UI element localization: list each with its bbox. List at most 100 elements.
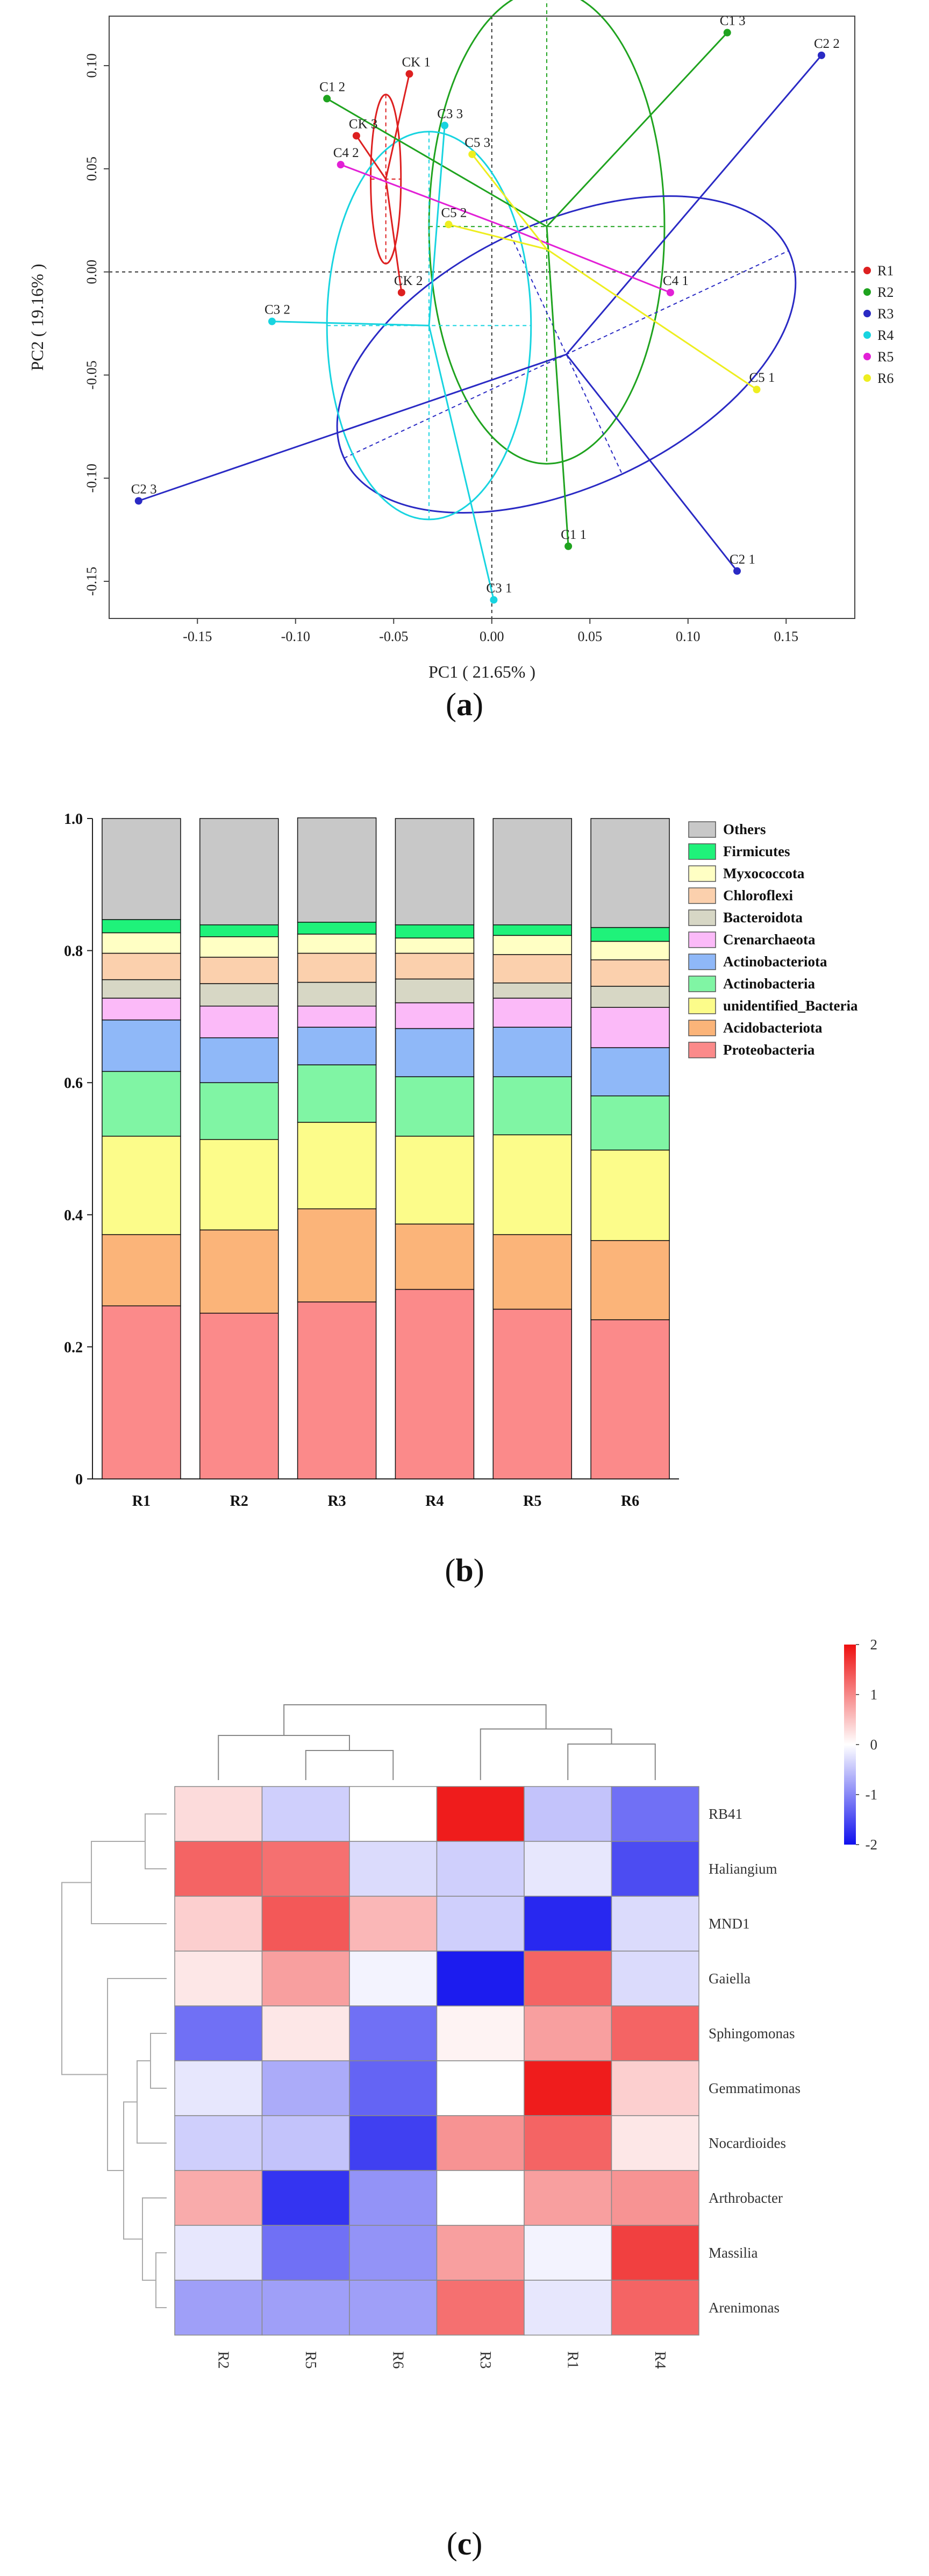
bar-segment: [395, 924, 475, 939]
sample-label: CK 1: [402, 55, 430, 69]
dendro-branch: [305, 1750, 394, 1780]
plot-frame: [109, 16, 855, 619]
row-label: Arthrobacter: [709, 2190, 783, 2206]
bar-segment: [590, 1149, 670, 1241]
legend-label: Chloroflexi: [723, 887, 793, 903]
x-tick-label: R6: [621, 1493, 639, 1510]
sample-label: CK 2: [394, 274, 423, 288]
heatmap-cell: [174, 2115, 263, 2171]
heatmap-cell: [261, 2170, 350, 2226]
heatmap-cell: [261, 1841, 350, 1897]
legend-label: Actinobacteria: [723, 976, 815, 992]
bar-segment: [102, 952, 181, 980]
heatmap-cell: [174, 2005, 263, 2061]
bar-segment: [297, 922, 377, 935]
spoke-line: [271, 321, 429, 326]
column-label: R1: [564, 2351, 581, 2369]
colorbar-tick-label: -1: [866, 1787, 878, 1803]
sample-point: [666, 288, 674, 296]
x-tick-label: 0.05: [578, 629, 603, 644]
dendro-branch: [218, 1735, 350, 1780]
sample-point: [337, 161, 345, 169]
bar-segment: [590, 1047, 670, 1097]
column-label: R4: [652, 2351, 668, 2369]
heatmap-cell: [261, 2005, 350, 2061]
bar-segment: [199, 924, 279, 937]
heatmap-cell: [174, 1951, 263, 2006]
heatmap-cell: [436, 1896, 525, 1952]
legend-swatch: [688, 865, 716, 882]
bar-segment: [395, 1028, 475, 1077]
sample-label: C2 1: [730, 552, 755, 567]
bar-segment: [492, 1234, 572, 1310]
heatmap-cell: [436, 2170, 525, 2226]
bar-segment: [492, 1027, 572, 1077]
heatmap-cell: [174, 1896, 263, 1952]
dendro-branch: [150, 2033, 167, 2089]
y-tick-label: 0.10: [84, 53, 99, 78]
heatmap-cell: [611, 2225, 699, 2281]
sample-label: CK 3: [349, 117, 377, 131]
y-tick-label: 0.6: [64, 1075, 83, 1092]
heatmap-cell: [349, 2225, 438, 2281]
row-label: Massilia: [709, 2245, 758, 2261]
bar-segment: [492, 924, 572, 936]
legend-label: R2: [877, 284, 894, 300]
bar-segment: [102, 1135, 181, 1235]
bar-segment: [395, 1135, 475, 1225]
spoke-line: [428, 325, 495, 600]
bar-segment: [102, 919, 181, 934]
heatmap-cell: [261, 2225, 350, 2281]
spoke-line: [546, 248, 758, 390]
legend-swatch: [688, 953, 716, 970]
bar-segment: [199, 1006, 279, 1038]
heatmap-cell: [174, 2280, 263, 2336]
heatmap-cell: [611, 1841, 699, 1897]
legend-swatch: [688, 1020, 716, 1036]
legend-marker-R3: [863, 310, 871, 317]
x-tick-label: R3: [327, 1493, 346, 1510]
column-label: R5: [302, 2351, 319, 2369]
panel-a-caption: (a): [446, 687, 483, 722]
sample-label: C2 3: [131, 482, 157, 496]
heatmap-cell: [524, 2060, 612, 2116]
panel-a-caption-part: (: [446, 687, 456, 722]
sample-point: [134, 497, 142, 505]
colorbar-tick-label: 0: [870, 1737, 878, 1753]
heatmap-cell: [261, 2115, 350, 2171]
bar-segment: [297, 1208, 377, 1303]
bar-segment: [199, 983, 279, 1007]
sample-point: [352, 132, 360, 140]
panel-a-caption-part: ): [473, 687, 483, 722]
bar-segment: [102, 1019, 181, 1072]
panel-c-caption-part: (: [447, 2526, 458, 2561]
heatmap-cell: [436, 2280, 525, 2336]
sample-label: C3 1: [486, 581, 512, 595]
bar-segment: [590, 818, 670, 928]
bar-segment: [102, 818, 181, 920]
heatmap-cell: [349, 1896, 438, 1952]
confidence-ellipse-R2: [428, 0, 666, 465]
bar-segment: [199, 1139, 279, 1230]
bar-segment: [102, 1071, 181, 1137]
legend-swatch: [688, 1042, 716, 1058]
bar-segment: [395, 937, 475, 954]
legend-label: Bacteroidota: [723, 909, 803, 926]
heatmap-cell: [611, 1786, 699, 1842]
sample-label: C1 1: [561, 528, 587, 542]
legend-label: R5: [877, 349, 894, 365]
x-tick-label: -0.05: [379, 629, 408, 644]
bar-segment: [492, 1308, 572, 1479]
bar-segment: [395, 1289, 475, 1479]
bar-segment: [492, 935, 572, 955]
heatmap-cell: [524, 1786, 612, 1842]
heatmap-cell: [611, 2060, 699, 2116]
y-tick-label: 0.2: [64, 1339, 83, 1356]
y-tick-label: 1.0: [64, 811, 83, 828]
bar-segment: [199, 1313, 279, 1479]
colorbar: [844, 1645, 856, 1845]
bar-segment: [395, 818, 475, 926]
heatmap-cell: [261, 2280, 350, 2336]
legend-label: Others: [723, 821, 766, 837]
legend-label: R4: [877, 328, 894, 343]
